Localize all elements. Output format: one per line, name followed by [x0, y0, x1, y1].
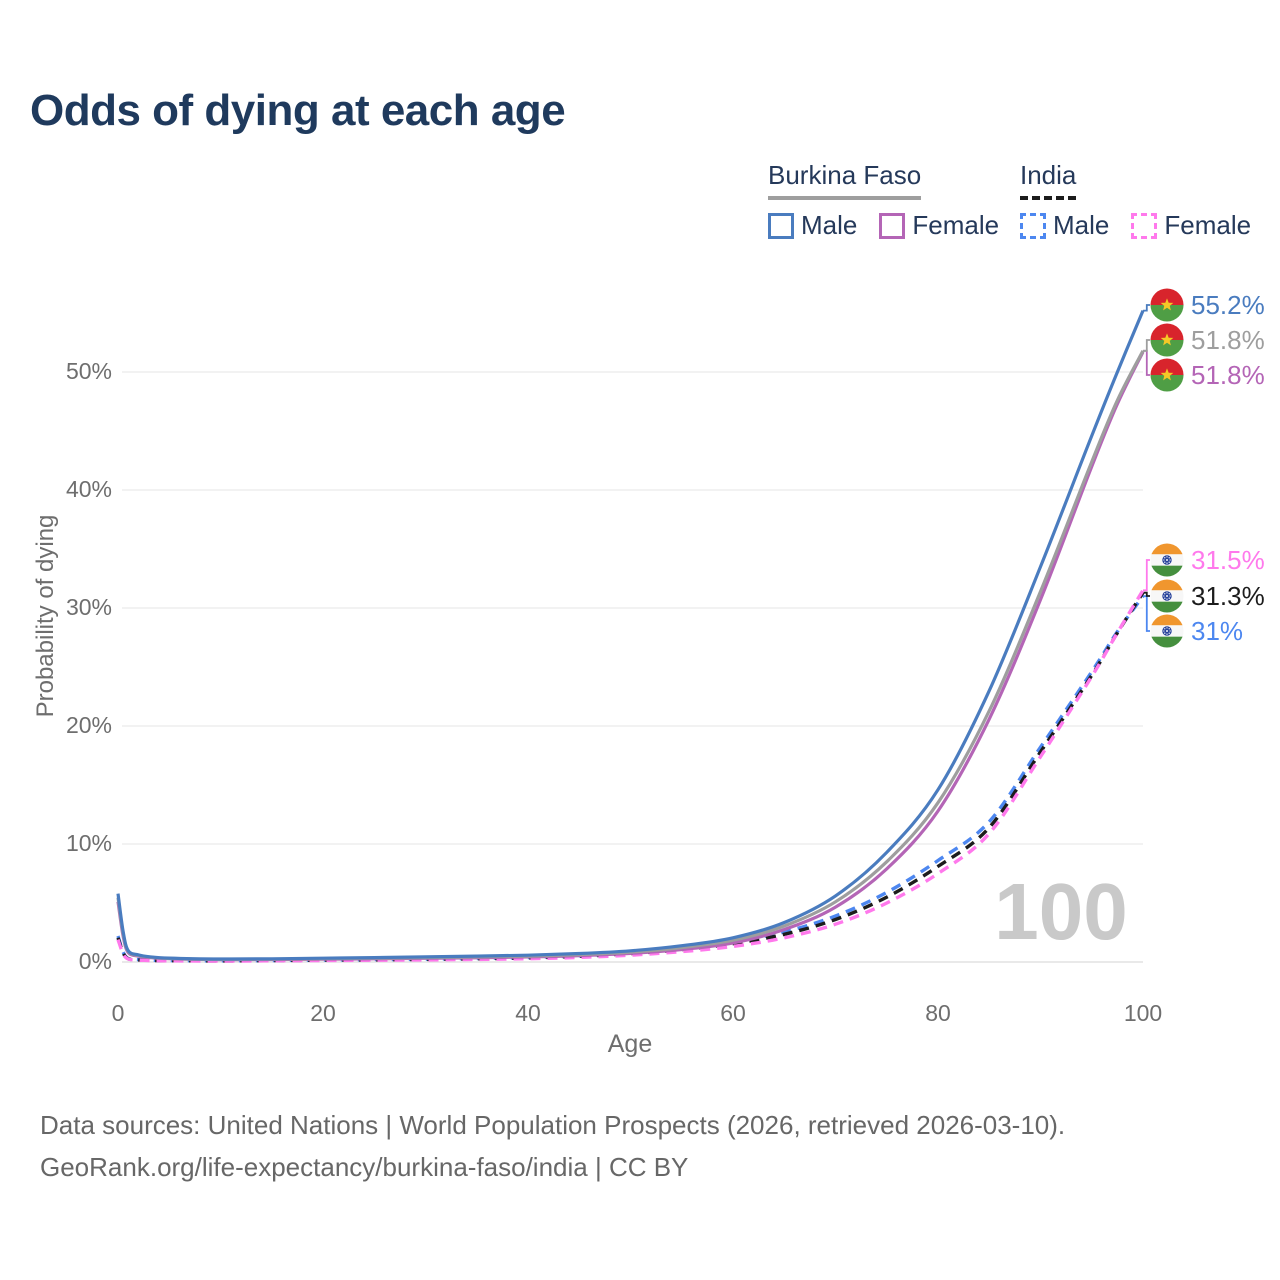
- legend-item-burkina-faso-female[interactable]: Female: [879, 210, 999, 241]
- end-value-label: 31%: [1191, 615, 1244, 646]
- legend-label-male: Male: [801, 210, 858, 240]
- legend-label-male: Male: [1053, 210, 1110, 240]
- series-line-india-both-sexes: [116, 591, 1145, 963]
- burkina-faso-flag-icon: [1150, 288, 1184, 322]
- end-value-label: 31.3%: [1191, 580, 1265, 611]
- end-value-label: 51.8%: [1191, 324, 1265, 355]
- legend-burkina-faso-header: Burkina Faso: [768, 160, 922, 200]
- end-value-label: 31.5%: [1191, 544, 1265, 575]
- leader-line-burkina-faso-male: [1143, 304, 1150, 312]
- burkina-faso-flag-icon: [1150, 358, 1184, 392]
- end-label-india-both: 31.3%: [1150, 579, 1265, 613]
- end-value-label: 55.2%: [1191, 289, 1265, 320]
- leader-line-burkina-faso-both-sexes: [1143, 339, 1150, 352]
- series-line-burkina-faso-both-sexes: [116, 350, 1145, 962]
- india-flag-icon: [1150, 614, 1184, 648]
- india-flag-icon: [1150, 579, 1184, 613]
- india-male-swatch-icon: [1020, 212, 1046, 239]
- legend-item-india-female[interactable]: Female: [1131, 210, 1251, 241]
- y-tick-label: 0%: [78, 948, 112, 974]
- x-tick-label: 0: [111, 1000, 125, 1026]
- legend-group-india: India Male Female: [1020, 160, 1273, 241]
- leader-line-india-male: [1143, 595, 1150, 632]
- x-tick-label: 60: [720, 1000, 746, 1026]
- data-source-footer: Data sources: United Nations | World Pop…: [40, 1104, 1065, 1188]
- x-tick-label: 80: [925, 1000, 951, 1026]
- end-label-burkina-faso-female: 51.8%: [1150, 358, 1265, 392]
- x-tick-label: 40: [515, 1000, 541, 1026]
- legend-india-header: India: [1020, 160, 1077, 200]
- page-title: Odds of dying at each age: [30, 86, 566, 135]
- burkina-faso-flag-icon: [1150, 323, 1184, 357]
- legend-items-burkina-faso: Male Female: [768, 210, 1021, 241]
- end-label-india-male: 31%: [1150, 614, 1243, 648]
- x-axis-title: Age: [607, 1030, 653, 1058]
- legend-label-female: Female: [912, 210, 1000, 240]
- leader-line-india-both-sexes: [1143, 591, 1150, 597]
- india-flag-icon: [1150, 543, 1184, 577]
- series-line-india-male: [116, 595, 1145, 963]
- data-source-line: Data sources: United Nations | World Pop…: [40, 1110, 1066, 1140]
- age-counter-watermark: 100: [994, 867, 1128, 956]
- end-label-burkina-faso-male: 55.2%: [1150, 288, 1265, 322]
- y-tick-label: 50%: [65, 358, 112, 384]
- legend-items-india: Male Female: [1020, 210, 1273, 241]
- end-label-india-female: 31.5%: [1150, 543, 1265, 577]
- legend-item-burkina-faso-male[interactable]: Male: [768, 210, 857, 241]
- end-value-label: 51.8%: [1191, 359, 1265, 390]
- x-tick-label: 20: [310, 1000, 336, 1026]
- y-tick-label: 40%: [65, 476, 112, 502]
- y-tick-label: 20%: [65, 712, 112, 738]
- india-female-swatch-icon: [1131, 212, 1158, 239]
- y-tick-label: 10%: [65, 830, 112, 856]
- legend-group-burkina-faso: Burkina Faso Male Female: [768, 160, 1021, 241]
- x-tick-label: 100: [1123, 1000, 1163, 1026]
- burkina-faso-male-swatch-icon: [768, 212, 794, 239]
- burkina-faso-female-swatch-icon: [879, 212, 906, 239]
- leader-line-burkina-faso-female: [1143, 349, 1150, 376]
- end-label-burkina-faso-both: 51.8%: [1150, 323, 1265, 357]
- series-line-india-female: [116, 589, 1145, 963]
- series-line-burkina-faso-male: [116, 309, 1145, 961]
- legend-item-india-male[interactable]: Male: [1020, 210, 1109, 241]
- legend-label-female: Female: [1164, 210, 1252, 240]
- leader-line-india-female: [1143, 559, 1150, 592]
- attribution-line: GeoRank.org/life-expectancy/burkina-faso…: [40, 1152, 689, 1182]
- series-line-burkina-faso-female: [116, 351, 1145, 962]
- y-tick-label: 30%: [65, 594, 112, 620]
